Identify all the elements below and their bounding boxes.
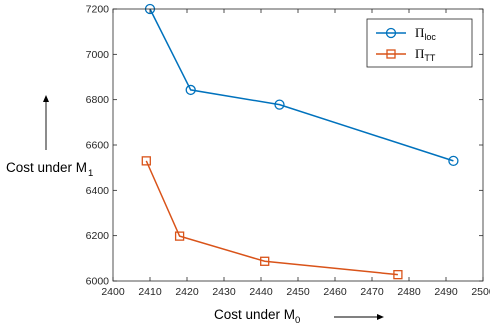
x-axis-title-text: Cost under M0 bbox=[214, 307, 300, 326]
data-point bbox=[274, 99, 285, 110]
x-tick-label: 2410 bbox=[138, 286, 162, 298]
legend-label-loc-sub: loc bbox=[424, 32, 436, 42]
data-point bbox=[141, 156, 151, 166]
x-axis-title-main: Cost under M bbox=[214, 307, 295, 322]
legend-label-loc-main: Π bbox=[415, 25, 424, 40]
x-tick-label: 2450 bbox=[286, 286, 310, 298]
x-tick-label: 2490 bbox=[434, 286, 458, 298]
x-axis: 2400 2410 2420 2430 2440 2450 2460 2470 2480 2490… bbox=[101, 9, 490, 298]
legend-label-loc: Πloc bbox=[415, 25, 436, 42]
data-point bbox=[185, 84, 196, 96]
series-tt bbox=[141, 156, 403, 280]
y-axis-title-main: Cost under M bbox=[6, 160, 87, 175]
legend-label-tt-main: Π bbox=[415, 46, 424, 61]
data-point bbox=[174, 231, 185, 241]
y-tick-label: 6600 bbox=[86, 140, 110, 152]
x-tick-label: 2470 bbox=[360, 286, 384, 298]
legend-label-tt: ΠTT bbox=[415, 46, 436, 63]
x-tick-label: 2430 bbox=[212, 286, 236, 298]
y-axis: 6000 6200 6400 6600 6800 7000 7200 bbox=[86, 4, 483, 288]
x-axis-arrowhead bbox=[377, 314, 384, 320]
y-tick-label: 6000 bbox=[86, 276, 110, 288]
x-axis-title-sub: 0 bbox=[295, 315, 300, 326]
legend-marker-tt bbox=[386, 49, 396, 59]
series-line bbox=[145, 160, 398, 276]
series-layer bbox=[141, 3, 459, 280]
y-tick-label: 6800 bbox=[86, 94, 110, 106]
x-tick-label: 2480 bbox=[397, 286, 421, 298]
y-axis-title-sub: 1 bbox=[88, 168, 93, 179]
y-axis-arrowhead bbox=[43, 95, 49, 102]
y-axis-title-text: Cost under M1 bbox=[6, 160, 93, 179]
x-axis-title: Cost under M0 bbox=[214, 307, 384, 326]
y-axis-title: Cost under M1 bbox=[6, 95, 93, 179]
x-tick-label: 2420 bbox=[175, 286, 199, 298]
y-tick-label: 7000 bbox=[86, 49, 110, 61]
x-tick-label: 2440 bbox=[249, 286, 273, 298]
legend-marker-loc bbox=[385, 27, 397, 39]
data-point bbox=[260, 256, 270, 266]
y-tick-label: 6200 bbox=[86, 230, 110, 242]
x-tick-label: 2460 bbox=[323, 286, 347, 298]
data-point bbox=[393, 270, 403, 280]
data-point bbox=[448, 155, 459, 167]
y-tick-label: 6400 bbox=[86, 185, 110, 197]
x-tick-label: 2500 bbox=[471, 286, 490, 298]
legend: Πloc ΠTT bbox=[366, 18, 473, 68]
x-tick-label: 2400 bbox=[101, 286, 125, 298]
y-tick-label: 7200 bbox=[86, 4, 110, 16]
series-line bbox=[149, 8, 454, 162]
legend-box bbox=[366, 18, 473, 68]
legend-label-tt-sub: TT bbox=[424, 53, 435, 63]
